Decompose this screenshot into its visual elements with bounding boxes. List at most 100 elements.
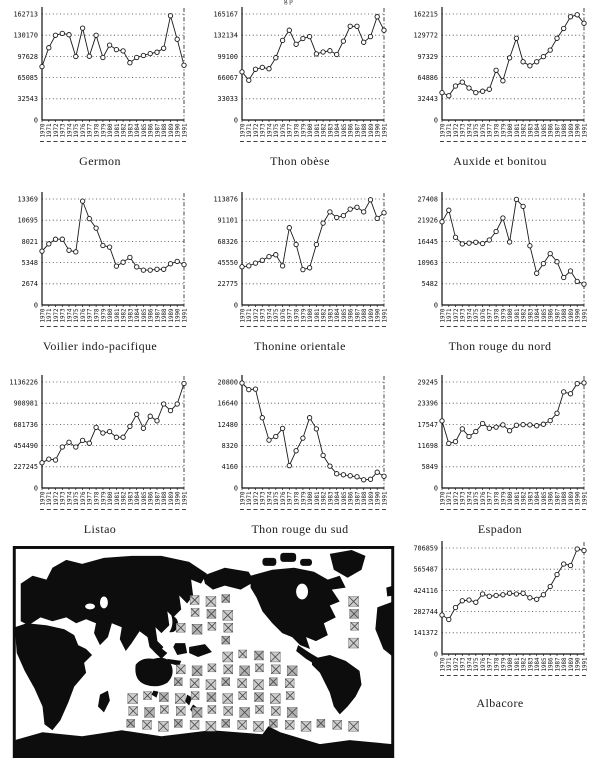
svg-text:1983: 1983 [128,123,134,137]
catch-grid-cell [221,719,231,728]
svg-text:1975: 1975 [74,491,80,505]
catch-grid-cell [223,706,234,716]
svg-text:1973: 1973 [261,123,267,137]
svg-text:1978: 1978 [95,308,101,322]
chart-caption-germon: Germon [79,154,121,168]
svg-text:1977: 1977 [288,123,294,137]
svg-text:1984: 1984 [535,657,541,671]
catch-grid-cell [286,707,298,718]
svg-text:1971: 1971 [47,308,53,322]
svg-text:91101: 91101 [218,217,238,225]
catch-grid-cell [237,720,247,730]
svg-text:1980: 1980 [308,123,314,137]
chart-canvas: 0 4160 8320 12480 16640 20800 1970 1971 1972 1973… [218,375,388,510]
svg-text:1988: 1988 [162,491,168,505]
svg-text:0: 0 [34,116,38,124]
catch-grid-cell [286,665,298,677]
svg-text:0: 0 [434,650,438,658]
svg-text:1976: 1976 [481,123,487,137]
catch-grid-cell [207,705,217,714]
catch-grid-cell [160,705,169,714]
svg-text:17547: 17547 [418,421,438,429]
data-markers [239,197,387,273]
svg-text:1985: 1985 [142,123,148,137]
y-tick-labels: 0 5849 11698 17547 23396 29245 [418,378,438,492]
svg-text:97628: 97628 [18,53,38,61]
svg-text:1980: 1980 [508,657,514,671]
svg-text:227245: 227245 [13,463,38,471]
x-tick-labels: 1970 1971 1972 1973 1974 1975 1976 1977 1978 1979… [440,120,588,142]
catch-grid-cell [222,651,234,663]
landmass-tasmania [151,690,159,698]
catch-grid-cell [253,721,264,732]
svg-text:1975: 1975 [474,491,480,505]
svg-text:1975: 1975 [274,491,280,505]
svg-text:1976: 1976 [81,123,87,137]
svg-text:1976: 1976 [481,657,487,671]
svg-text:20800: 20800 [218,378,238,386]
x-tick-labels: 1970 1971 1972 1973 1974 1975 1976 1977 1978 1979… [240,120,388,142]
svg-text:5849: 5849 [422,463,438,471]
svg-text:1989: 1989 [569,308,575,322]
y-tick-labels: 0 227245 454490 681736 908981 1136226 [9,378,38,492]
svg-text:1985: 1985 [342,308,348,322]
catch-grid-cell [144,707,155,718]
svg-text:282744: 282744 [413,608,438,616]
data-markers [39,380,187,466]
landmass-new-guinea [189,644,212,657]
y-gridlines [42,381,184,468]
svg-text:1972: 1972 [254,309,260,323]
svg-text:1988: 1988 [562,657,568,671]
svg-text:1980: 1980 [508,308,514,322]
svg-text:1976: 1976 [481,308,487,322]
svg-text:1978: 1978 [295,491,301,505]
svg-text:0: 0 [234,116,238,124]
svg-text:8320: 8320 [222,442,238,450]
catch-grid-cell [254,650,264,661]
svg-text:1983: 1983 [528,123,534,137]
chart-caption-albacore: Albacore [476,696,524,710]
catch-grid-cell [254,692,264,702]
catch-grid-cell [348,721,359,732]
svg-text:1970: 1970 [240,308,246,322]
svg-text:1985: 1985 [342,123,348,137]
bay-hudson [296,583,309,600]
svg-text:1983: 1983 [328,491,334,505]
svg-text:1974: 1974 [67,123,73,137]
landmass-south-america [311,654,362,715]
catch-grid-cell [348,637,359,649]
catch-grid-cell [158,721,169,732]
svg-text:1971: 1971 [447,123,453,137]
landmass-eurasia [20,555,207,655]
svg-text:1985: 1985 [542,657,548,671]
data-line [241,15,385,81]
svg-text:1970: 1970 [440,657,446,671]
catch-grid-cell [206,692,217,702]
svg-text:1988: 1988 [362,308,368,322]
svg-text:1973: 1973 [261,308,267,322]
svg-text:1979: 1979 [101,308,107,322]
svg-text:1985: 1985 [542,491,548,505]
landmass-antarctica [14,726,393,757]
svg-text:1982: 1982 [122,124,128,138]
svg-text:1984: 1984 [535,491,541,505]
svg-text:1983: 1983 [328,308,334,322]
svg-text:1979: 1979 [301,308,307,322]
svg-text:1988: 1988 [162,123,168,137]
svg-text:1991: 1991 [182,123,188,137]
svg-text:1985: 1985 [142,491,148,505]
data-markers [439,546,587,623]
svg-text:1972: 1972 [454,309,460,323]
svg-text:1990: 1990 [576,308,582,322]
svg-text:1982: 1982 [122,492,128,506]
world-map [12,546,395,758]
catch-grid-cell [316,719,326,728]
y-gridlines [442,547,584,634]
svg-text:1986: 1986 [349,491,355,505]
chart-caption-voilier: Voilier indo-pacifique [42,339,158,353]
svg-text:1978: 1978 [495,308,501,322]
svg-text:1977: 1977 [488,308,494,322]
svg-text:1989: 1989 [569,657,575,671]
